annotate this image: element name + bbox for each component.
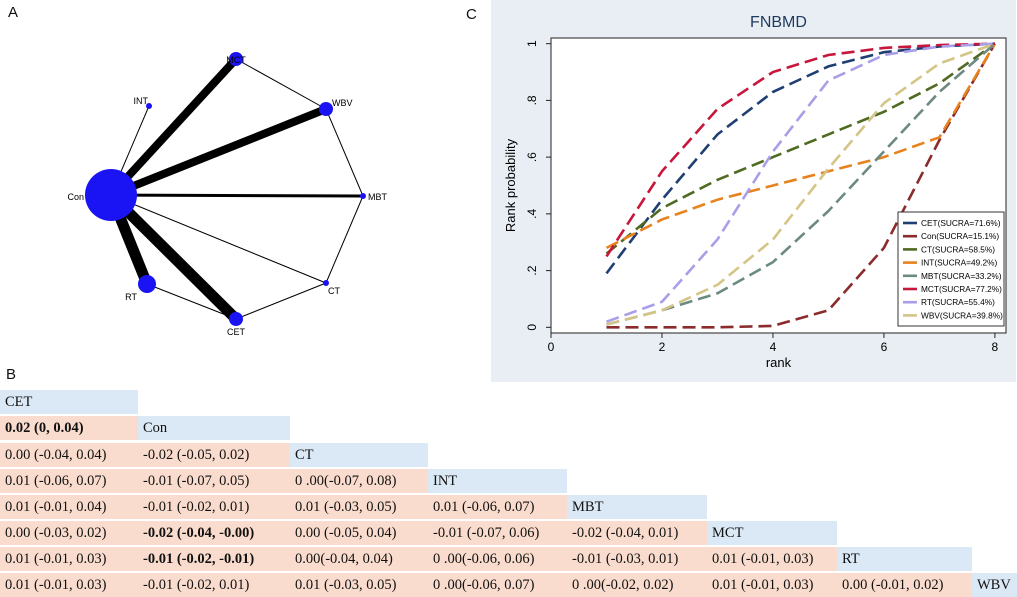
node-label-mbt: MBT [368, 192, 388, 202]
league-cell: 0.00 (-0.01, 0.02) [837, 573, 972, 597]
series-line-mct [605, 42, 995, 258]
edge-mct-wbv [235, 58, 327, 110]
league-header-cet: CET [0, 390, 138, 414]
y-tick-label: .6 [525, 152, 539, 162]
league-cell: 0.01 (-0.01, 0.03) [0, 573, 138, 597]
league-header-int: INT [428, 469, 567, 493]
legend-entry-int: INT(SUCRA=49.2%) [921, 258, 998, 268]
legend-entry-con: Con(SUCRA=15.1%) [921, 231, 999, 241]
league-cell: 0.01 (-0.01, 0.03) [0, 547, 138, 571]
league-header-rt: RT [837, 547, 972, 571]
edge-con-ct [110, 194, 327, 284]
rank-probability-chart: FNBMD 0 2 4 6 8 0 .2 .4 .6 .8 1 rank Rank probability… [503, 14, 1007, 370]
league-cell: -0.01 (-0.07, 0.06) [428, 521, 567, 545]
x-tick-label: 2 [659, 340, 666, 354]
x-tick-label: 0 [548, 340, 555, 354]
league-cell: 0.01 (-0.01, 0.03) [707, 547, 837, 571]
node-label-wbv: WBV [332, 98, 353, 108]
league-cell: 0.00 (-0.04, 0.04) [0, 443, 138, 467]
y-axis-label: Rank probability [503, 138, 518, 232]
panel-letter-c: C [466, 6, 477, 23]
node-mct [229, 52, 243, 66]
edge-con-cet [107, 191, 240, 323]
edge-con-mct [108, 56, 239, 198]
league-cell: -0.01 (-0.02, 0.01) [138, 573, 290, 597]
league-cell: 0.02 (0, 0.04) [0, 416, 138, 440]
legend-entry-mct: MCT(SUCRA=77.2%) [921, 284, 1002, 294]
edge-mbt-ct [325, 195, 364, 284]
node-rt [138, 275, 156, 293]
league-cell: 0.00 (-0.03, 0.02) [0, 521, 138, 545]
league-table: CET Con CT INT MBT MCT RT WBV 0.02 (0, 0.04) 0.00… [0, 390, 1017, 597]
y-tick-label: 0 [525, 324, 539, 331]
node-label-int: INT [134, 96, 149, 106]
league-cell: -0.01 (-0.03, 0.01) [567, 547, 707, 571]
league-cell: -0.02 (-0.05, 0.02) [138, 443, 290, 467]
edge-ct-cet [235, 282, 327, 320]
legend-entry-wbv: WBV(SUCRA=39.8%) [921, 310, 1003, 320]
league-header-mbt: MBT [567, 495, 707, 519]
league-cell: 0.01 (-0.03, 0.05) [290, 495, 428, 519]
league-header-con: Con [138, 416, 290, 440]
x-tick-label: 8 [992, 340, 999, 354]
x-tick-label: 4 [770, 340, 777, 354]
legend-box [897, 211, 1005, 327]
league-cell: 0 .00(-0.06, 0.06) [428, 547, 567, 571]
node-mbt [360, 193, 366, 199]
league-header-wbv: WBV [972, 573, 1017, 597]
legend-entry-mbt: MBT(SUCRA=33.2%) [921, 271, 1002, 281]
series-line-rt [606, 42, 995, 323]
league-cell: 0 .00(-0.07, 0.08) [290, 469, 428, 493]
node-ct [323, 280, 329, 286]
league-cell: 0.01 (-0.01, 0.03) [707, 573, 837, 597]
series-line-ct [605, 42, 996, 255]
node-label-ct: CT [328, 286, 340, 296]
series-line-wbv [606, 42, 996, 326]
edge-cet-rt [146, 283, 237, 320]
panel-letter-b: B [6, 366, 17, 383]
league-cell: -0.01 (-0.02, -0.01) [138, 547, 290, 571]
league-cell: 0.01 (-0.01, 0.04) [0, 495, 138, 519]
league-cell: 0 .00(-0.02, 0.02) [567, 573, 707, 597]
league-cell: 0.00(-0.04, 0.04) [290, 547, 428, 571]
league-cell: 0.01 (-0.03, 0.05) [290, 573, 428, 597]
network-plot: MCT WBV MBT CT CET RT Con INT [67, 52, 388, 337]
x-tick-label: 6 [881, 340, 888, 354]
edge-con-wbv [109, 105, 328, 199]
node-label-con: Con [67, 192, 84, 202]
node-label-cet: CET [227, 327, 246, 337]
series-line-cet [605, 42, 995, 275]
node-con [85, 169, 137, 221]
chart-title: FNBMD [750, 14, 807, 31]
legend-entry-rt: RT(SUCRA=55.4%) [921, 297, 995, 307]
panel-letter-a: A [8, 4, 19, 21]
league-cell: 0 .00(-0.06, 0.07) [428, 573, 567, 597]
y-tick-label: .8 [525, 95, 539, 105]
node-wbv [319, 102, 333, 116]
edge-con-mbt [110, 193, 364, 198]
league-cell: -0.02 (-0.04, 0.01) [567, 521, 707, 545]
rank-probability-panel: FNBMD 0 2 4 6 8 0 .2 .4 .6 .8 1 rank Rank probability… [491, 0, 1016, 382]
x-axis-label: rank [766, 355, 792, 370]
y-tick-label: .4 [525, 209, 539, 219]
node-label-rt: RT [125, 292, 137, 302]
y-tick-label: .2 [525, 265, 539, 275]
edge-wbv-mbt [325, 108, 364, 197]
y-tick-label: 1 [525, 40, 539, 47]
node-cet [229, 312, 243, 326]
league-cell: 0.01 (-0.06, 0.07) [0, 469, 138, 493]
series-line-con [606, 43, 997, 329]
league-header-mct: MCT [707, 521, 837, 545]
node-int [146, 103, 152, 109]
league-cell: -0.01 (-0.07, 0.05) [138, 469, 290, 493]
legend-entry-ct: CT(SUCRA=58.5%) [921, 244, 995, 254]
league-header-ct: CT [290, 443, 428, 467]
node-label-mct: MCT [226, 55, 246, 65]
league-cell: -0.02 (-0.04, -0.00) [138, 521, 290, 545]
league-cell: -0.01 (-0.02, 0.01) [138, 495, 290, 519]
league-cell: 0.01 (-0.06, 0.07) [428, 495, 567, 519]
legend-entry-cet: CET(SUCRA=71.6%) [921, 218, 1001, 228]
series-line-int [605, 43, 997, 250]
league-cell: 0.00 (-0.05, 0.04) [290, 521, 428, 545]
